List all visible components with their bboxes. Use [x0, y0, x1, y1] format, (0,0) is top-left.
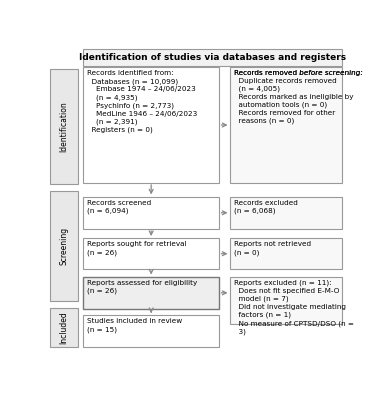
Text: Records removed before screening:
  Duplicate records removed
  (n = 4,005)
  Re: Records removed before screening: Duplic… — [234, 70, 363, 124]
Text: Reports excluded (n = 11):
  Does not fit specified E-M-O
  model (n = 7)
  Did : Reports excluded (n = 11): Does not fit … — [234, 280, 354, 335]
Text: Records excluded
(n = 6,068): Records excluded (n = 6,068) — [234, 200, 298, 214]
FancyBboxPatch shape — [230, 68, 342, 182]
Text: Records identified from:
  Databases (n = 10,099)
    Embase 1974 – 24/06/2023
 : Records identified from: Databases (n = … — [87, 70, 197, 133]
FancyBboxPatch shape — [83, 68, 219, 182]
FancyBboxPatch shape — [50, 308, 78, 347]
FancyBboxPatch shape — [230, 197, 342, 229]
Text: Studies included in review
(n = 15): Studies included in review (n = 15) — [87, 318, 182, 333]
Text: Reports assessed for eligibility
(n = 26): Reports assessed for eligibility (n = 26… — [87, 280, 197, 294]
FancyBboxPatch shape — [50, 191, 78, 301]
Text: Records removed: Records removed — [234, 70, 300, 76]
FancyBboxPatch shape — [83, 238, 219, 269]
Text: Reports not retrieved
(n = 0): Reports not retrieved (n = 0) — [234, 242, 311, 256]
Text: Identification: Identification — [60, 101, 69, 152]
Text: Reports sought for retrieval
(n = 26): Reports sought for retrieval (n = 26) — [87, 242, 187, 256]
FancyBboxPatch shape — [50, 69, 78, 184]
FancyBboxPatch shape — [230, 238, 342, 269]
Text: Screening: Screening — [60, 227, 69, 265]
Text: Records removed before screening:
  Duplicate records removed
  (n = 4,005)
  Re: Records removed before screening: Duplic… — [234, 70, 363, 124]
FancyBboxPatch shape — [83, 315, 219, 347]
FancyBboxPatch shape — [83, 197, 219, 229]
Text: Included: Included — [60, 311, 69, 344]
FancyBboxPatch shape — [83, 277, 219, 309]
Text: before screening:: before screening: — [300, 70, 363, 76]
FancyBboxPatch shape — [83, 49, 342, 66]
Text: Records screened
(n = 6,094): Records screened (n = 6,094) — [87, 200, 151, 214]
FancyBboxPatch shape — [230, 277, 342, 324]
Text: Identification of studies via databases and registers: Identification of studies via databases … — [79, 53, 346, 62]
